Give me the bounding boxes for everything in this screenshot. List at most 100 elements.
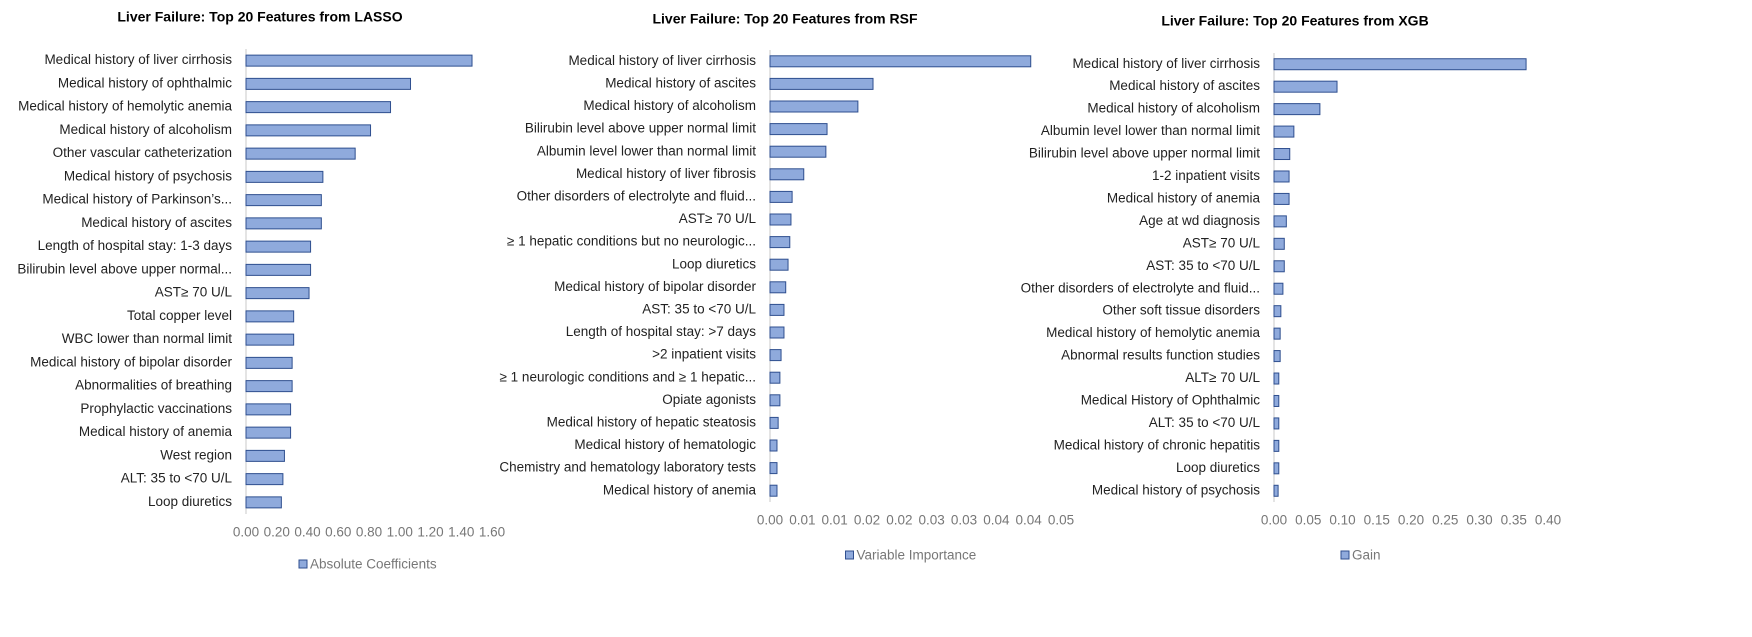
bar xyxy=(769,77,874,90)
bar xyxy=(245,263,312,276)
x-tick-label: 0.10 xyxy=(1329,513,1355,528)
bar xyxy=(245,194,322,207)
y-tick-label: Other soft tissue disorders xyxy=(1102,303,1260,318)
bar xyxy=(769,394,781,407)
x-tick-label: 0.00 xyxy=(233,525,259,540)
bar xyxy=(245,310,295,323)
y-tick-label: Loop diuretics xyxy=(148,494,232,509)
y-tick-label: Loop diuretics xyxy=(1176,460,1260,475)
x-tick-label: 0.05 xyxy=(1295,513,1321,528)
x-tick-label: 0.35 xyxy=(1501,513,1527,528)
y-tick-label: Medical history of ascites xyxy=(1109,78,1260,93)
bar xyxy=(769,416,779,429)
legend-swatch xyxy=(298,559,308,569)
y-tick-label: West region xyxy=(160,447,232,462)
bar xyxy=(769,123,828,136)
y-tick-label: Chemistry and hematology laboratory test… xyxy=(499,460,756,475)
y-tick-label: Medical history of liver cirrhosis xyxy=(44,52,232,67)
x-tick-label: 0.15 xyxy=(1364,513,1390,528)
x-tick-label: 0.20 xyxy=(1398,513,1424,528)
x-tick-label: 1.00 xyxy=(387,525,413,540)
x-tick-label: 0.03 xyxy=(919,513,945,528)
bar xyxy=(245,449,285,462)
bar xyxy=(245,54,473,67)
y-tick-label: Bilirubin level above upper normal limit xyxy=(525,121,756,136)
bar xyxy=(245,287,310,300)
y-tick-label: Age at wd diagnosis xyxy=(1139,213,1260,228)
bar xyxy=(245,77,412,90)
bar xyxy=(245,496,282,509)
y-tick-label: AST: 35 to <70 U/L xyxy=(1146,258,1260,273)
y-tick-label: Other disorders of electrolyte and fluid… xyxy=(517,188,756,203)
chart-title: Liver Failure: Top 20 Features from XGB xyxy=(1161,13,1428,29)
y-tick-label: Other disorders of electrolyte and fluid… xyxy=(1021,280,1260,295)
bar xyxy=(769,145,827,158)
y-tick-label: Prophylactic vaccinations xyxy=(80,401,232,416)
y-tick-label: Medical history of chronic hepatitis xyxy=(1054,437,1261,452)
y-tick-label: Loop diuretics xyxy=(672,256,756,271)
bar xyxy=(769,303,785,316)
legend-label: Absolute Coefficients xyxy=(310,557,437,572)
y-tick-label: Medical history of hematologic xyxy=(574,437,756,452)
bar xyxy=(1273,484,1279,497)
bar xyxy=(1273,103,1321,116)
x-tick-label: 0.25 xyxy=(1432,513,1458,528)
chart-title: Liver Failure: Top 20 Features from RSF xyxy=(652,11,917,27)
bar xyxy=(1273,417,1280,430)
legend-label: Variable Importance xyxy=(857,548,977,563)
bar xyxy=(769,281,787,294)
bar xyxy=(1273,80,1338,93)
x-tick-label: 1.20 xyxy=(417,525,443,540)
bar xyxy=(769,326,785,339)
y-tick-label: Length of hospital stay: 1-3 days xyxy=(38,238,233,253)
bar xyxy=(1273,394,1280,407)
y-tick-label: Medical history of liver cirrhosis xyxy=(1072,56,1260,71)
bar xyxy=(1273,58,1527,71)
y-tick-label: Medical history of anemia xyxy=(79,424,233,439)
y-tick-label: Medical history of bipolar disorder xyxy=(30,354,232,369)
y-tick-label: Medical history of Parkinson’s... xyxy=(42,192,232,207)
y-tick-label: Opiate agonists xyxy=(662,392,756,407)
y-tick-label: Medical history of ophthalmic xyxy=(58,75,232,90)
bar xyxy=(1273,260,1285,273)
bar xyxy=(245,101,392,114)
y-tick-label: Medical history of hemolytic anemia xyxy=(1046,325,1260,340)
bar xyxy=(769,236,791,249)
bar xyxy=(1273,237,1285,250)
bar xyxy=(769,168,805,181)
x-tick-label: 0.20 xyxy=(264,525,290,540)
y-tick-label: Medical history of psychosis xyxy=(64,168,232,183)
bar xyxy=(245,240,312,253)
y-tick-label: Medical history of anemia xyxy=(1107,190,1261,205)
y-tick-label: Other vascular catheterization xyxy=(53,145,232,160)
y-tick-label: Length of hospital stay: >7 days xyxy=(566,324,757,339)
y-tick-label: Medical history of liver cirrhosis xyxy=(568,53,756,68)
bar xyxy=(245,147,356,160)
y-tick-label: ALT: 35 to <70 U/L xyxy=(121,471,233,486)
bar xyxy=(769,100,859,113)
bar xyxy=(245,356,293,369)
bar xyxy=(1273,350,1281,363)
x-tick-label: 0.01 xyxy=(789,513,815,528)
bar xyxy=(245,380,293,393)
y-tick-label: Albumin level lower than normal limit xyxy=(1041,123,1260,138)
bar xyxy=(1273,125,1295,138)
y-tick-label: Medical history of liver fibrosis xyxy=(576,166,756,181)
y-tick-label: ALT≥ 70 U/L xyxy=(1185,370,1260,385)
bar xyxy=(1273,372,1280,385)
x-tick-label: 0.30 xyxy=(1466,513,1492,528)
bar xyxy=(769,190,793,203)
y-tick-label: Total copper level xyxy=(127,308,232,323)
bar xyxy=(1273,192,1290,205)
legend-label: Gain xyxy=(1352,548,1381,563)
y-tick-label: Medical history of anemia xyxy=(603,482,757,497)
x-tick-label: 0.60 xyxy=(325,525,351,540)
x-tick-label: 1.40 xyxy=(448,525,474,540)
y-tick-label: Medical history of psychosis xyxy=(1092,482,1260,497)
y-tick-label: 1-2 inpatient visits xyxy=(1152,168,1260,183)
x-tick-label: 0.02 xyxy=(854,513,880,528)
y-tick-label: AST≥ 70 U/L xyxy=(679,211,757,226)
y-tick-label: Bilirubin level above upper normal... xyxy=(17,261,232,276)
bar xyxy=(769,213,792,226)
